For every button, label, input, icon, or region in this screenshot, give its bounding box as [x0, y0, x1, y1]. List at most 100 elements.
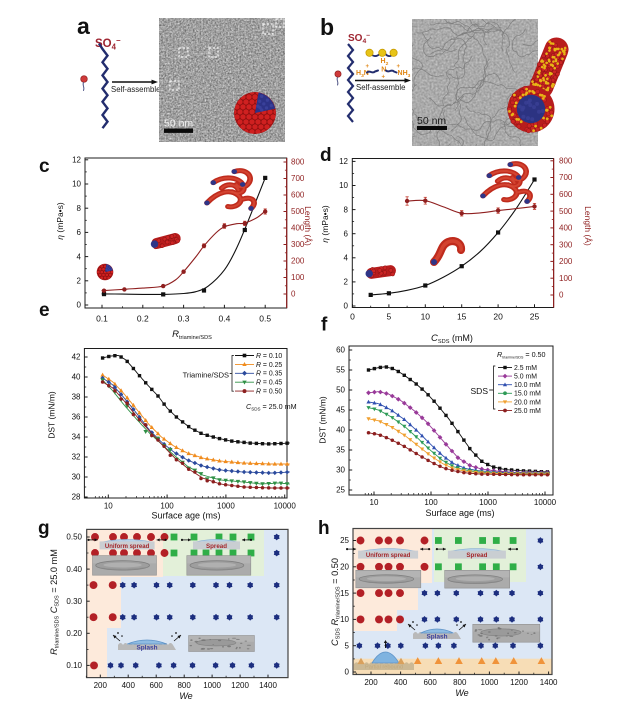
svg-text:CSDS = 25.0 mM: CSDS = 25.0 mM — [246, 402, 297, 412]
svg-text:d: d — [320, 145, 332, 166]
svg-text:100: 100 — [424, 498, 438, 507]
svg-text:η (mPa•s): η (mPa•s) — [320, 205, 330, 243]
svg-text:200: 200 — [94, 681, 108, 690]
svg-text:CSDS (mM): CSDS (mM) — [431, 333, 473, 345]
svg-text:700: 700 — [559, 173, 573, 182]
svg-text:200: 200 — [364, 678, 378, 687]
svg-text:100: 100 — [291, 273, 305, 282]
svg-text:We: We — [179, 691, 192, 701]
svg-text:0.2: 0.2 — [137, 314, 149, 324]
svg-text:R = 0.35: R = 0.35 — [256, 371, 282, 378]
svg-text:N: N — [381, 67, 386, 74]
svg-text:b: b — [320, 14, 334, 40]
svg-text:8: 8 — [77, 204, 82, 213]
svg-text:+: + — [366, 64, 370, 70]
svg-text:25: 25 — [336, 486, 345, 495]
svg-text:We: We — [455, 688, 468, 698]
svg-text:700: 700 — [291, 174, 305, 183]
svg-text:0.30: 0.30 — [66, 597, 82, 606]
svg-text:0.3: 0.3 — [178, 314, 190, 324]
svg-text:g: g — [38, 518, 50, 539]
svg-text:5.0 mM: 5.0 mM — [514, 374, 537, 381]
svg-text:1200: 1200 — [231, 681, 249, 690]
svg-text:500: 500 — [559, 207, 573, 216]
svg-text:2: 2 — [344, 278, 349, 287]
svg-text:600: 600 — [150, 681, 164, 690]
svg-text:12: 12 — [72, 156, 81, 165]
svg-text:Triamine/SDS: Triamine/SDS — [183, 371, 229, 380]
svg-text:1000: 1000 — [217, 502, 235, 511]
svg-text:400: 400 — [122, 681, 136, 690]
svg-text:0: 0 — [344, 302, 349, 311]
svg-text:60: 60 — [336, 346, 345, 355]
svg-text:20: 20 — [340, 563, 349, 572]
svg-text:+: + — [382, 75, 386, 81]
svg-text:f: f — [321, 315, 328, 336]
svg-text:0.20: 0.20 — [66, 629, 82, 638]
svg-text:Spread: Spread — [206, 543, 227, 550]
svg-text:600: 600 — [424, 678, 438, 687]
svg-text:45: 45 — [336, 406, 345, 415]
svg-text:55: 55 — [336, 366, 345, 375]
svg-text:Uniform spread: Uniform spread — [105, 544, 150, 550]
svg-text:100: 100 — [160, 502, 174, 511]
svg-text:12: 12 — [339, 157, 348, 166]
svg-text:NH3: NH3 — [398, 70, 411, 79]
svg-text:R = 0.50: R = 0.50 — [256, 389, 282, 396]
svg-text:Surface age (ms): Surface age (ms) — [151, 511, 220, 521]
svg-text:25.0 mM: 25.0 mM — [514, 408, 541, 415]
svg-text:15.0 mM: 15.0 mM — [514, 391, 541, 398]
svg-text:DST (mN/m): DST (mN/m) — [318, 396, 328, 444]
svg-text:800: 800 — [291, 158, 305, 167]
svg-text:h: h — [318, 518, 330, 539]
svg-text:5: 5 — [387, 312, 392, 322]
svg-text:600: 600 — [291, 191, 305, 200]
svg-text:0.5: 0.5 — [259, 314, 271, 324]
svg-text:Length (Å): Length (Å) — [583, 206, 593, 246]
svg-text:Splash: Splash — [137, 645, 158, 652]
svg-text:10: 10 — [339, 181, 348, 190]
svg-text:500: 500 — [291, 207, 305, 216]
svg-text:10.0 mM: 10.0 mM — [514, 382, 541, 389]
svg-text:Length (Å): Length (Å) — [303, 206, 313, 246]
svg-text:600: 600 — [559, 190, 573, 199]
svg-text:10: 10 — [421, 312, 431, 322]
svg-text:400: 400 — [291, 224, 305, 233]
svg-text:0.40: 0.40 — [66, 565, 82, 574]
svg-text:SO4−: SO4− — [95, 36, 121, 52]
svg-text:50 nm: 50 nm — [164, 118, 193, 130]
svg-text:40: 40 — [72, 373, 81, 382]
svg-text:400: 400 — [394, 678, 408, 687]
svg-text:300: 300 — [291, 240, 305, 249]
svg-text:Self-assemble: Self-assemble — [356, 83, 405, 92]
svg-text:400: 400 — [559, 224, 573, 233]
svg-text:SO4−: SO4− — [348, 32, 370, 45]
svg-text:0.4: 0.4 — [218, 314, 230, 324]
svg-text:Spread: Spread — [466, 552, 487, 559]
svg-text:800: 800 — [559, 156, 573, 165]
svg-text:1000: 1000 — [203, 681, 221, 690]
svg-text:50: 50 — [336, 386, 345, 395]
svg-text:1400: 1400 — [540, 678, 558, 687]
svg-text:R = 0.25: R = 0.25 — [256, 362, 282, 369]
svg-text:Rtriamine/SDS = 0.50: Rtriamine/SDS = 0.50 — [497, 350, 546, 360]
svg-text:10: 10 — [104, 502, 113, 511]
svg-text:10: 10 — [340, 615, 349, 624]
svg-text:Rtriamine/SDS: Rtriamine/SDS — [172, 329, 212, 341]
svg-text:800: 800 — [453, 678, 467, 687]
svg-text:6: 6 — [344, 229, 349, 238]
svg-text:e: e — [39, 300, 50, 321]
svg-text:25: 25 — [340, 536, 349, 545]
svg-text:2: 2 — [77, 277, 82, 286]
svg-text:a: a — [77, 13, 90, 39]
svg-text:Self-assemble: Self-assemble — [111, 85, 160, 94]
svg-text:Partial rebound: Partial rebound — [365, 665, 403, 671]
svg-text:15: 15 — [457, 312, 467, 322]
svg-text:H3N: H3N — [356, 70, 369, 79]
svg-text:DST (mN/m): DST (mN/m) — [47, 391, 57, 439]
svg-text:R = 0.10: R = 0.10 — [256, 353, 282, 360]
svg-text:0.50: 0.50 — [66, 533, 82, 542]
svg-text:34: 34 — [72, 433, 81, 442]
svg-text:H2: H2 — [381, 58, 389, 67]
svg-text:1000: 1000 — [481, 678, 499, 687]
